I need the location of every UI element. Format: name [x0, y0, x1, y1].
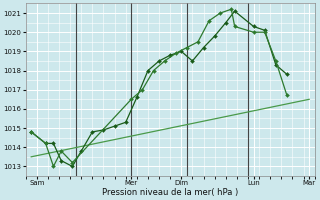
X-axis label: Pression niveau de la mer( hPa ): Pression niveau de la mer( hPa )	[102, 188, 238, 197]
